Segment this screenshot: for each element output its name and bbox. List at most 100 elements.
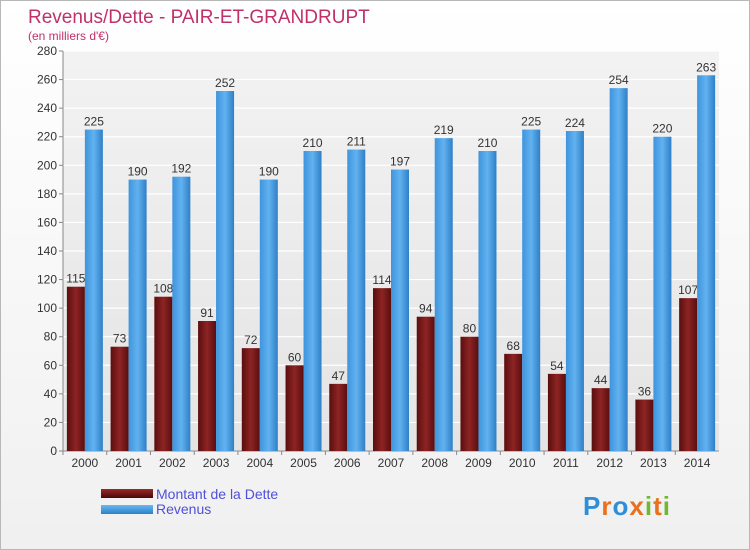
data-label: 224	[565, 116, 585, 130]
bar-dette	[329, 383, 348, 451]
data-label: 54	[550, 359, 564, 373]
data-label: 108	[153, 282, 173, 296]
y-tick-label: 100	[37, 301, 57, 315]
bar-dette	[504, 353, 523, 451]
bar-dette	[547, 373, 566, 451]
logo-letter: i	[644, 491, 654, 521]
legend-swatch-dette	[101, 489, 153, 498]
x-tick-label: 2008	[421, 456, 448, 470]
data-label: 80	[463, 322, 477, 336]
bar-revenus	[522, 129, 541, 452]
bar-dette	[591, 388, 610, 451]
data-label: 44	[594, 373, 608, 387]
bar-revenus	[434, 138, 453, 451]
bar-dette	[154, 296, 173, 451]
data-label: 114	[372, 273, 391, 287]
logo-letter: r	[601, 491, 613, 521]
x-tick-label: 2001	[115, 456, 142, 470]
data-label: 47	[332, 369, 346, 383]
x-tick-label: 2014	[684, 456, 711, 470]
y-tick-label: 60	[44, 358, 58, 372]
bar-revenus	[347, 149, 366, 452]
data-label: 210	[303, 136, 323, 150]
y-tick-label: 180	[37, 187, 57, 201]
y-tick-label: 200	[37, 158, 57, 172]
bar-dette	[373, 288, 391, 451]
data-label: 73	[113, 332, 127, 346]
data-label: 115	[66, 272, 85, 286]
bar-dette	[416, 316, 435, 451]
y-tick-label: 260	[37, 73, 57, 87]
logo-letter: t	[653, 491, 663, 521]
data-label: 107	[678, 283, 698, 297]
data-label: 210	[477, 136, 497, 150]
bar-revenus	[697, 75, 716, 452]
bar-revenus	[216, 91, 235, 451]
bar-revenus	[128, 179, 147, 452]
bar-dette	[241, 348, 260, 451]
x-tick-label: 2006	[334, 456, 361, 470]
bar-revenus	[478, 151, 497, 451]
data-label: 94	[419, 302, 433, 316]
x-tick-label: 2000	[72, 456, 99, 470]
logo-letter: o	[612, 491, 630, 521]
x-tick-label: 2009	[465, 456, 492, 470]
bar-revenus	[259, 179, 278, 452]
x-tick-label: 2007	[378, 456, 405, 470]
x-tick-label: 2012	[596, 456, 623, 470]
bar-dette	[460, 336, 479, 451]
bar-revenus	[84, 129, 103, 452]
y-tick-label: 0	[50, 444, 57, 458]
x-tick-label: 2010	[509, 456, 536, 470]
chart-subtitle: (en milliers d'€)	[28, 29, 109, 43]
x-tick-label: 2011	[553, 456, 579, 470]
bar-dette	[285, 365, 304, 451]
x-tick-label: 2004	[246, 456, 273, 470]
logo-letter: i	[662, 491, 671, 521]
legend-swatch-revenus	[101, 505, 153, 514]
bar-dette	[66, 286, 85, 451]
y-tick-label: 240	[37, 101, 57, 115]
data-label: 197	[390, 155, 410, 169]
data-label: 225	[84, 115, 104, 129]
legend-label-dette: Montant de la Dette	[156, 486, 279, 502]
data-label: 263	[696, 60, 716, 74]
bar-revenus	[609, 88, 628, 452]
chart-title: Revenus/Dette - PAIR-ET-GRANDRUPT	[28, 7, 370, 28]
bar-revenus	[303, 151, 322, 451]
x-tick-label: 2003	[203, 456, 230, 470]
data-label: 190	[128, 165, 148, 179]
bar-revenus	[565, 131, 584, 451]
bar-dette	[198, 321, 217, 451]
y-tick-label: 280	[37, 44, 57, 58]
data-label: 219	[434, 123, 454, 137]
bar-revenus	[653, 136, 672, 451]
y-tick-label: 140	[37, 244, 57, 258]
data-label: 252	[215, 76, 235, 90]
data-label: 220	[652, 122, 672, 136]
data-label: 254	[609, 73, 629, 87]
y-tick-label: 40	[44, 387, 58, 401]
legend-label-revenus: Revenus	[156, 501, 212, 517]
data-label: 60	[288, 350, 302, 364]
y-tick-label: 160	[37, 215, 57, 229]
y-tick-label: 220	[37, 130, 57, 144]
y-tick-label: 80	[44, 330, 58, 344]
data-label: 192	[171, 162, 191, 176]
bar-dette	[110, 346, 129, 451]
data-label: 72	[244, 333, 258, 347]
x-tick-label: 2005	[290, 456, 317, 470]
x-tick-label: 2002	[159, 456, 186, 470]
y-tick-label: 120	[37, 273, 57, 287]
data-label: 36	[638, 385, 652, 399]
data-label: 68	[507, 339, 521, 353]
bar-revenus	[172, 176, 191, 451]
bar-dette	[635, 399, 654, 451]
data-label: 190	[259, 165, 279, 179]
logo-letter: P	[583, 491, 602, 521]
data-label: 91	[200, 306, 214, 320]
y-tick-label: 20	[44, 415, 58, 429]
data-label: 225	[521, 115, 541, 129]
